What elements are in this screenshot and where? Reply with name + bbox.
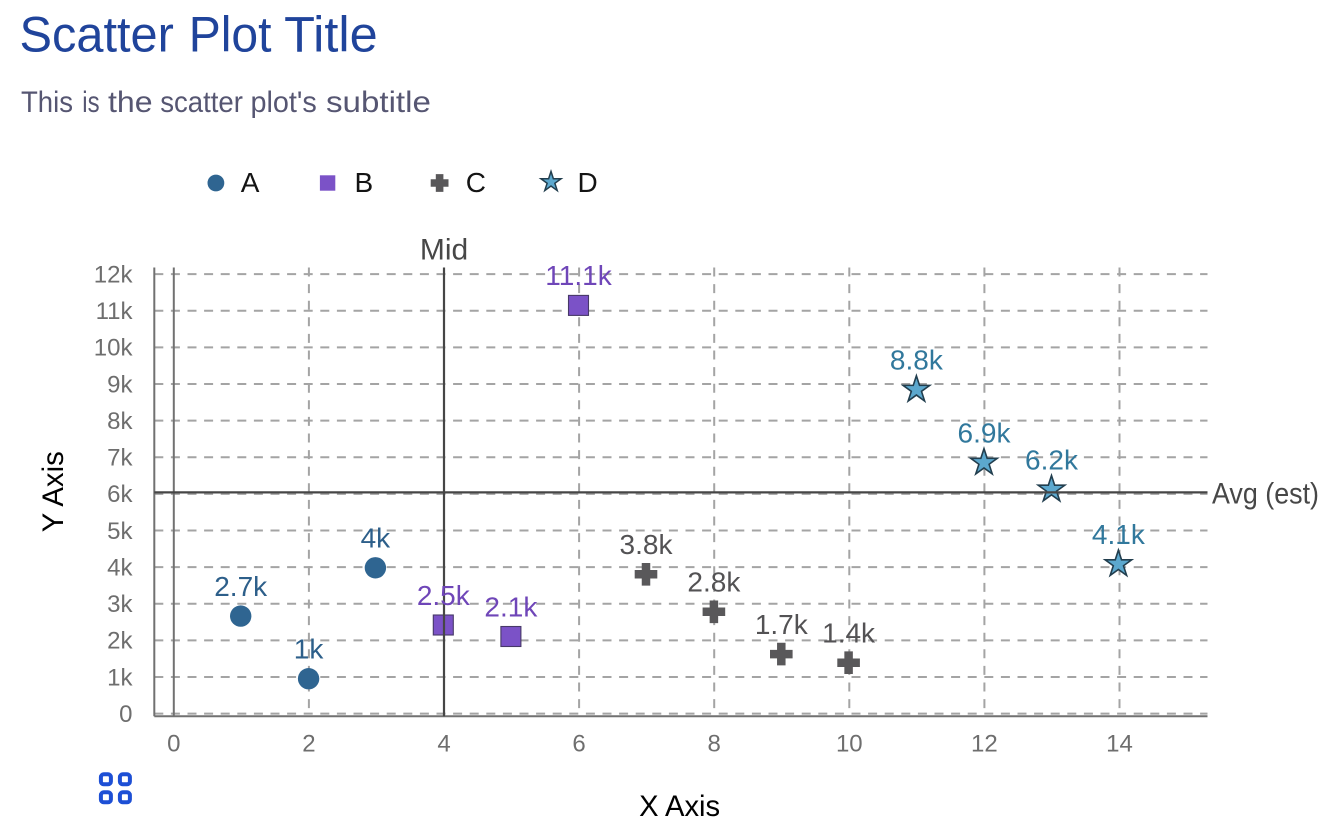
svg-text:Plot: Plot <box>189 6 272 62</box>
svg-text:5k: 5k <box>107 518 133 545</box>
svg-text:0: 0 <box>167 731 180 758</box>
svg-text:1k: 1k <box>294 634 325 665</box>
svg-text:subtitle: subtitle <box>326 86 431 119</box>
svg-text:1k: 1k <box>107 664 133 691</box>
svg-text:1.7k: 1.7k <box>755 609 809 640</box>
svg-text:2.7k: 2.7k <box>214 571 268 602</box>
svg-text:8: 8 <box>708 731 721 758</box>
svg-text:0: 0 <box>119 701 132 728</box>
svg-text:4.1k: 4.1k <box>1092 519 1146 550</box>
svg-text:12k: 12k <box>94 261 134 288</box>
svg-text:C: C <box>466 167 486 198</box>
svg-text:10k: 10k <box>94 335 134 362</box>
svg-text:Avg (est): Avg (est) <box>1212 477 1319 510</box>
svg-text:the: the <box>108 86 153 119</box>
svg-text:3k: 3k <box>107 591 133 618</box>
svg-text:Title: Title <box>284 6 378 62</box>
svg-text:B: B <box>355 167 374 198</box>
svg-text:6k: 6k <box>107 481 133 508</box>
svg-text:D: D <box>578 167 598 198</box>
svg-text:scatter: scatter <box>160 86 243 119</box>
svg-text:6.9k: 6.9k <box>958 417 1012 448</box>
svg-text:This: This <box>21 86 73 119</box>
svg-text:X Axis: X Axis <box>639 790 720 823</box>
svg-text:7k: 7k <box>107 445 133 472</box>
svg-text:4k: 4k <box>107 554 133 581</box>
svg-text:2: 2 <box>302 731 315 758</box>
svg-text:9k: 9k <box>107 371 133 398</box>
svg-text:Y Axis: Y Axis <box>37 451 70 532</box>
svg-text:Mid: Mid <box>420 234 468 267</box>
svg-text:is: is <box>82 86 99 119</box>
svg-text:plot's: plot's <box>251 86 317 119</box>
svg-text:11.1k: 11.1k <box>545 260 612 291</box>
svg-text:10: 10 <box>836 731 863 758</box>
svg-text:6.2k: 6.2k <box>1025 444 1079 475</box>
svg-text:2.1k: 2.1k <box>484 591 538 622</box>
svg-text:1.4k: 1.4k <box>822 618 876 649</box>
svg-text:A: A <box>241 167 260 198</box>
svg-text:11k: 11k <box>96 298 134 325</box>
svg-text:Scatter: Scatter <box>20 6 174 62</box>
svg-text:14: 14 <box>1106 731 1133 758</box>
svg-text:2.5k: 2.5k <box>417 580 471 611</box>
svg-text:2.8k: 2.8k <box>687 567 741 598</box>
svg-text:4: 4 <box>437 731 450 758</box>
svg-text:12: 12 <box>971 731 998 758</box>
svg-text:6: 6 <box>572 731 585 758</box>
svg-text:8.8k: 8.8k <box>890 345 944 376</box>
svg-text:8k: 8k <box>107 408 133 435</box>
svg-text:4k: 4k <box>361 523 392 554</box>
svg-text:3.8k: 3.8k <box>620 529 674 560</box>
svg-text:2k: 2k <box>107 628 133 655</box>
